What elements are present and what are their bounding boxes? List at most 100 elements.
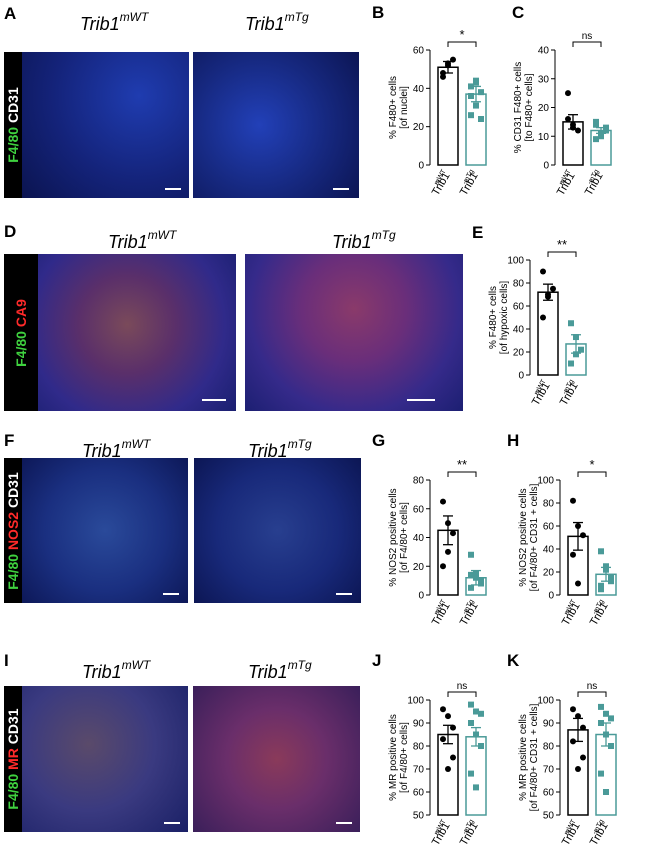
micrograph-i-tg — [193, 686, 360, 832]
scale-bar — [333, 188, 349, 190]
y-axis-label: [of hypoxic cells] — [499, 281, 510, 355]
data-point — [473, 574, 479, 581]
data-point — [468, 571, 474, 578]
genotype-label-i-tg: Trib1mTg — [248, 658, 312, 682]
genotype-label-f-tg: Trib1mTg — [248, 437, 312, 461]
micrograph-i-wt — [22, 686, 188, 832]
y-tick-label: 70 — [543, 765, 555, 776]
data-point — [468, 112, 474, 119]
data-point — [445, 713, 451, 720]
bar — [437, 66, 459, 166]
y-tick-label: 100 — [537, 696, 554, 707]
scale-bar — [336, 593, 352, 595]
panel-label-i: I — [4, 651, 9, 670]
scale-bar — [164, 822, 180, 824]
data-point — [478, 710, 484, 717]
significance-label: ns — [582, 31, 593, 42]
y-tick-label: 50 — [543, 811, 555, 822]
data-point — [608, 743, 614, 749]
x-tick-label: Trib1 — [458, 601, 481, 628]
y-tick-label: 80 — [543, 499, 555, 510]
data-point — [450, 56, 456, 63]
data-point — [598, 133, 604, 140]
data-point — [570, 121, 576, 128]
y-axis-label: [of F4/80+ CD31 + cells] — [529, 483, 540, 591]
micrograph-f-wt — [22, 458, 188, 603]
significance-bracket — [447, 471, 477, 477]
micrograph-d-wt — [38, 254, 236, 411]
y-axis-label: % F480+ cells — [388, 76, 399, 139]
y-axis-label: [to F480+ cells] — [524, 73, 535, 141]
data-point — [478, 89, 484, 96]
chart-c: C 0 10 20 30 40 % CD31 F480+ cells [to F480+ ce… — [512, 3, 612, 198]
data-point — [468, 584, 474, 591]
y-tick-label: 60 — [413, 788, 425, 799]
data-point — [580, 754, 586, 761]
significance-bracket — [577, 471, 607, 477]
data-point — [575, 580, 581, 587]
data-point — [478, 743, 484, 749]
data-point — [445, 520, 451, 527]
y-tick-label: 60 — [543, 522, 555, 533]
data-point — [550, 285, 556, 292]
y-axis-label: [of F4/80+ cells] — [399, 502, 410, 573]
data-point — [575, 713, 581, 720]
data-point — [473, 784, 479, 791]
significance-label: ns — [457, 681, 468, 692]
data-point — [593, 136, 599, 143]
data-point — [608, 578, 614, 585]
data-point — [540, 268, 546, 275]
data-point — [603, 127, 609, 134]
y-axis-label: [of F4/80+ CD31 + cells] — [529, 703, 540, 811]
data-point — [578, 346, 584, 353]
panel-label-e: E — [472, 223, 483, 242]
y-tick-label: 0 — [548, 591, 554, 602]
x-tick-label: Trib1 — [583, 171, 606, 198]
scale-bar — [202, 399, 226, 401]
data-point — [575, 127, 581, 134]
y-tick-label: 40 — [538, 46, 550, 57]
data-point — [598, 582, 604, 589]
data-point — [608, 574, 614, 581]
x-tick-label: Trib1 — [558, 381, 581, 408]
data-point — [468, 720, 474, 726]
y-tick-label: 40 — [413, 84, 425, 95]
stain-strip-d: F4/80 CA9 — [4, 254, 38, 411]
y-tick-label: 90 — [543, 719, 555, 730]
data-point — [473, 731, 479, 738]
data-point — [473, 79, 479, 86]
chart-j: J 50 60 70 80 90 100 % MR positive cells [of F4/… — [372, 651, 487, 848]
x-tick-label: Trib1 — [430, 171, 453, 198]
y-tick-label: 100 — [537, 476, 554, 487]
data-point — [608, 715, 614, 722]
y-tick-label: 0 — [518, 371, 524, 382]
y-tick-label: 100 — [507, 256, 524, 267]
x-tick-label: Trib1 — [560, 821, 583, 848]
data-point — [568, 360, 574, 367]
y-axis-label: [of nuclei] — [399, 86, 410, 129]
x-tick-label: Trib1 — [588, 821, 611, 848]
scale-bar — [163, 593, 179, 595]
data-point — [468, 551, 474, 558]
panel-label-j: J — [372, 651, 381, 670]
x-tick-label: Trib1 — [458, 171, 481, 198]
panel-label-c: C — [512, 3, 524, 22]
y-tick-label: 20 — [413, 122, 425, 133]
significance-label: ns — [587, 681, 598, 692]
y-tick-label: 100 — [407, 696, 424, 707]
data-point — [598, 770, 604, 777]
bar — [537, 291, 559, 376]
y-tick-label: 30 — [538, 74, 550, 85]
y-axis-label: % F480+ cells — [488, 286, 499, 349]
data-point — [580, 724, 586, 731]
data-point — [570, 738, 576, 745]
genotype-label-d-tg: Trib1mTg — [332, 228, 396, 252]
panel-label-g: G — [372, 431, 385, 450]
y-tick-label: 80 — [413, 742, 425, 753]
data-point — [473, 102, 479, 109]
data-point — [440, 73, 446, 80]
genotype-label-a-wt: Trib1mWT — [80, 10, 149, 34]
genotype-label-f-wt: Trib1mWT — [82, 437, 151, 461]
y-tick-label: 20 — [413, 562, 425, 573]
y-tick-label: 40 — [413, 533, 425, 544]
